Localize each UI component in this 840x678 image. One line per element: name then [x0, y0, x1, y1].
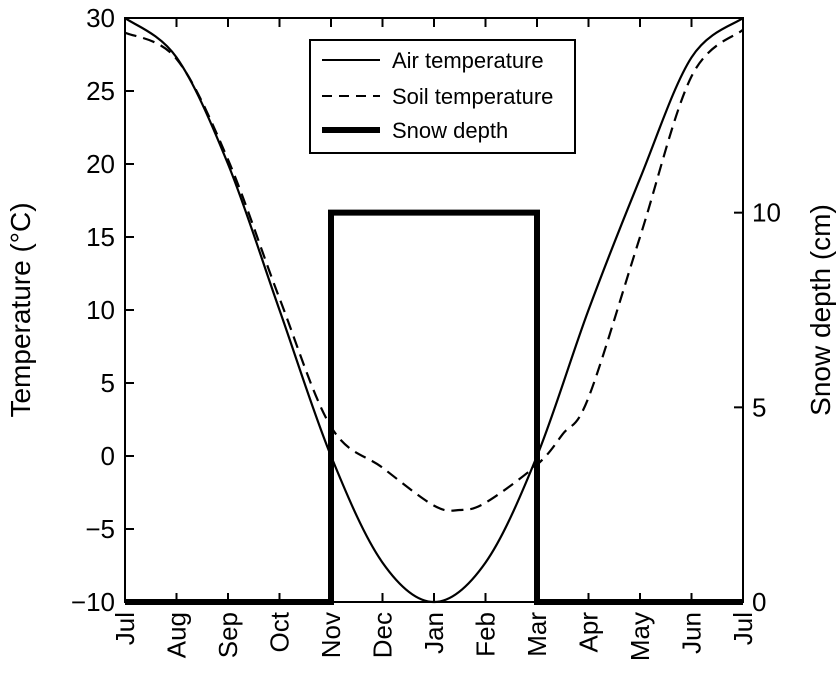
- y-tick-label: 5: [101, 368, 115, 398]
- y-tick-label: −5: [85, 514, 115, 544]
- x-tick-label: Oct: [265, 611, 295, 652]
- x-tick-label: May: [625, 612, 655, 661]
- y-tick-label: 15: [86, 222, 115, 252]
- legend-label-air: Air temperature: [392, 48, 544, 73]
- series-snow-depth: [125, 209, 743, 605]
- y2-tick-label: 10: [752, 198, 781, 228]
- legend-label-soil: Soil temperature: [392, 84, 553, 109]
- series-soil-temperature: [124, 28, 744, 512]
- x-tick-label: Sep: [213, 612, 243, 658]
- x-tick-label: Mar: [522, 612, 552, 657]
- y-tick-label: 0: [101, 441, 115, 471]
- x-tick-label: Jul: [110, 612, 140, 645]
- y2-tick-label: 0: [752, 587, 766, 617]
- x-tick-label: Nov: [316, 612, 346, 658]
- x-tick-label: Jan: [419, 612, 449, 654]
- y-tick-label: −10: [71, 587, 115, 617]
- y-tick-label: 10: [86, 295, 115, 325]
- y-tick-label: 25: [86, 76, 115, 106]
- legend: Air temperature Soil temperature Snow de…: [309, 39, 576, 154]
- legend-box: [309, 39, 576, 154]
- legend-label-snow: Snow depth: [392, 118, 508, 143]
- x-tick-label: Jul: [728, 612, 758, 645]
- y2-tick-label: 5: [752, 392, 766, 422]
- y-axis-label: Temperature (°C): [5, 202, 36, 417]
- x-tick-label: Jun: [677, 612, 707, 654]
- x-tick-label: Apr: [574, 612, 604, 653]
- x-tick-label: Feb: [471, 612, 501, 657]
- y-tick-label: 20: [86, 149, 115, 179]
- y2-axis-label: Snow depth (cm): [805, 204, 836, 416]
- y-tick-label: 30: [86, 3, 115, 33]
- x-tick-label: Dec: [368, 612, 398, 658]
- x-tick-label: Aug: [162, 612, 192, 658]
